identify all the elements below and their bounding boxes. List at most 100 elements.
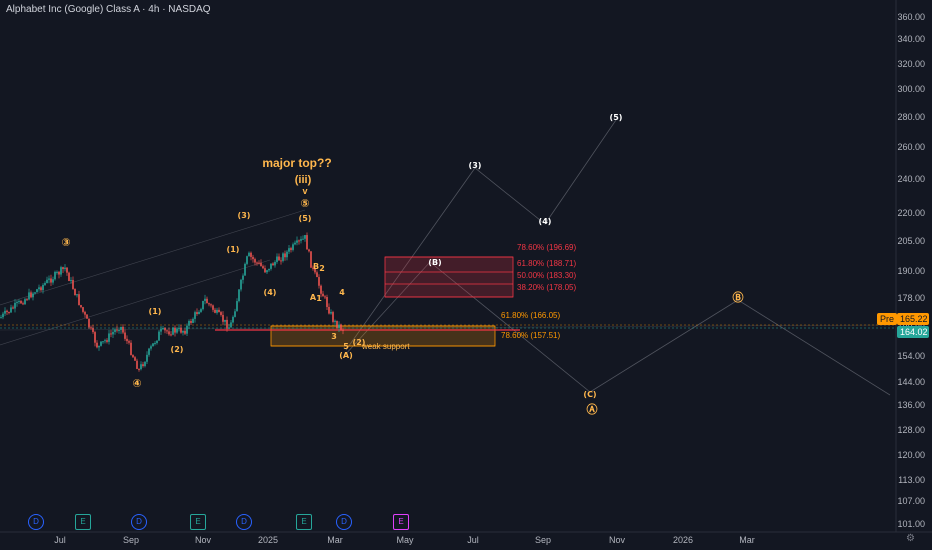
dividend-event-icon[interactable]: D [131, 514, 147, 530]
candle [268, 268, 270, 271]
candle [0, 317, 2, 319]
candle [154, 342, 156, 344]
candle [206, 298, 208, 304]
candle [144, 361, 146, 367]
candle [168, 331, 170, 335]
candle [116, 329, 118, 331]
candle [250, 252, 252, 257]
earnings-event-icon[interactable]: E [296, 514, 312, 530]
candle [166, 330, 168, 332]
candle [128, 341, 130, 343]
candle [76, 294, 78, 296]
candle [16, 301, 18, 303]
candle [338, 324, 340, 328]
candle [94, 332, 96, 343]
candle [106, 340, 108, 342]
price-tick-label: 190.00 [897, 266, 925, 276]
price-tick-label: 340.00 [897, 34, 925, 44]
candle [192, 318, 194, 323]
earnings-event-icon[interactable]: E [75, 514, 91, 530]
candle [150, 346, 152, 349]
candle [298, 240, 300, 242]
candle [130, 342, 132, 355]
price-tick-label: 320.00 [897, 59, 925, 69]
candle [314, 268, 316, 273]
dividend-event-icon[interactable]: D [236, 514, 252, 530]
wave-label: (B) [428, 258, 441, 267]
candle [18, 300, 20, 302]
candle [172, 327, 174, 335]
candle [50, 278, 52, 283]
candle [296, 240, 298, 243]
dividend-event-icon[interactable]: D [336, 514, 352, 530]
fib-level-label: 78.60% (157.51) [501, 331, 560, 340]
candle [96, 342, 98, 348]
candle [82, 307, 84, 312]
earnings-event-icon[interactable]: E [190, 514, 206, 530]
candle [138, 368, 140, 370]
candle [210, 304, 212, 306]
price-tick-label: 240.00 [897, 174, 925, 184]
candle [70, 280, 72, 282]
candle [104, 340, 106, 342]
time-tick-label: Mar [327, 535, 343, 545]
candle [270, 263, 272, 269]
candle [90, 327, 92, 329]
wave-label: (A) [339, 351, 353, 360]
candle [278, 256, 280, 261]
candle [26, 299, 28, 301]
price-tick-label: 136.00 [897, 400, 925, 410]
candle [286, 251, 288, 258]
candle [78, 294, 80, 306]
fib-level-label: 78.60% (196.69) [517, 243, 576, 252]
fib-level-label: 61.80% (188.71) [517, 259, 576, 268]
price-tick-label: 113.00 [898, 475, 925, 485]
candle [10, 307, 12, 313]
gear-icon[interactable]: ⚙ [906, 533, 915, 544]
candle [336, 320, 338, 328]
time-tick-label: Jul [54, 535, 66, 545]
earnings-event-icon[interactable]: E [393, 514, 409, 530]
dividend-event-icon[interactable]: D [28, 514, 44, 530]
candle [322, 293, 324, 297]
pre-market-price: 165.22 [897, 313, 929, 325]
candle [120, 326, 122, 330]
price-tick-label: 280.00 [897, 112, 925, 122]
candle [274, 261, 276, 266]
candle [312, 267, 314, 269]
wave-label: (4) [539, 217, 552, 226]
candle [284, 253, 286, 258]
major-top-label: major top?? [262, 156, 331, 170]
candle [108, 333, 110, 342]
time-tick-label: Nov [195, 535, 212, 545]
candle [292, 244, 294, 250]
wave-iii-label: (iii) [295, 174, 312, 186]
candle [190, 320, 192, 323]
candle [146, 354, 148, 362]
candle [68, 272, 70, 282]
candle [32, 293, 34, 298]
candle [72, 280, 74, 289]
candle [40, 287, 42, 291]
wave-label: ⑤ [300, 197, 309, 210]
wave-label: ④ [132, 377, 141, 390]
time-tick-label: May [396, 535, 414, 545]
wave-label: Ⓑ [733, 290, 744, 304]
candle [160, 328, 162, 332]
wave-label: (1) [149, 307, 162, 316]
wave-label: 3 [331, 332, 337, 341]
time-tick-label: Mar [739, 535, 755, 545]
candle [122, 326, 124, 333]
candle [272, 263, 274, 266]
fib-level-label: 50.00% (183.30) [517, 271, 576, 280]
candle [88, 318, 90, 328]
candle [304, 235, 306, 239]
candle [92, 328, 94, 333]
candle [216, 309, 218, 313]
candle [194, 312, 196, 319]
wave-label: (1) [227, 245, 240, 254]
candle [136, 360, 138, 369]
time-tick-label: Sep [123, 535, 139, 545]
